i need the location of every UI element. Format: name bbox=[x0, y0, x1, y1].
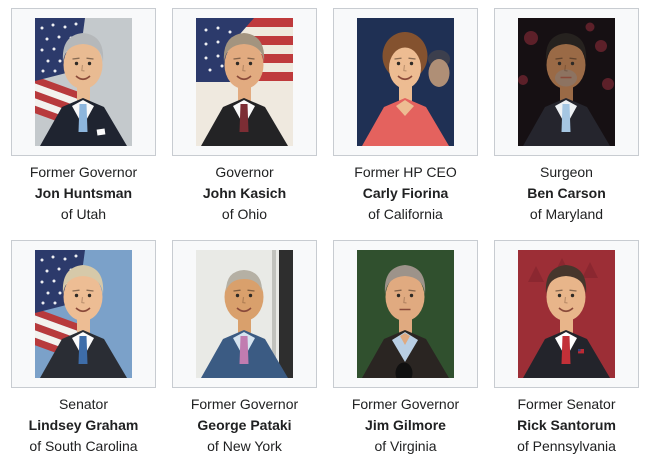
george-pataki-portrait[interactable] bbox=[196, 250, 293, 378]
candidate-state: of Ohio bbox=[221, 206, 268, 222]
candidate-name: Jon Huntsman bbox=[34, 185, 133, 201]
candidate-card-lindsey-graham: Senator Lindsey Graham of South Carolina bbox=[11, 240, 156, 457]
candidate-caption: Former Governor Jim Gilmore of Virginia bbox=[333, 394, 478, 457]
candidate-card-jon-huntsman: Former Governor Jon Huntsman of Utah bbox=[11, 8, 156, 225]
candidate-title: Senator bbox=[58, 396, 109, 412]
candidate-state: of Virginia bbox=[374, 438, 437, 454]
lindsey-graham-portrait[interactable] bbox=[35, 250, 132, 378]
candidate-title: Former Governor bbox=[190, 396, 299, 412]
candidate-name: Jim Gilmore bbox=[365, 417, 446, 433]
candidate-state: of South Carolina bbox=[29, 438, 138, 454]
candidate-name: Carly Fiorina bbox=[362, 185, 449, 201]
candidate-card-george-pataki: Former Governor George Pataki of New York bbox=[172, 240, 317, 457]
candidate-caption: Governor John Kasich of Ohio bbox=[172, 162, 317, 225]
candidate-caption: Former Senator Rick Santorum of Pennsylvan… bbox=[494, 394, 639, 457]
candidate-card-ben-carson: Surgeon Ben Carson of Maryland bbox=[494, 8, 639, 225]
candidate-card-rick-santorum: Former Senator Rick Santorum of Pennsylvan… bbox=[494, 240, 639, 457]
candidate-title: Surgeon bbox=[540, 164, 593, 180]
candidate-state: of Pennsylvania bbox=[517, 438, 616, 454]
photo-frame bbox=[494, 8, 639, 156]
photo-frame bbox=[333, 8, 478, 156]
candidate-title: Former Senator bbox=[517, 396, 616, 412]
candidate-caption: Former Governor George Pataki of New York bbox=[172, 394, 317, 457]
photo-frame bbox=[172, 240, 317, 388]
candidate-title: Former Governor bbox=[29, 164, 138, 180]
candidate-card-carly-fiorina: Former HP CEO Carly Fiorina of California bbox=[333, 8, 478, 225]
john-kasich-portrait[interactable] bbox=[196, 18, 293, 146]
candidate-name: Rick Santorum bbox=[517, 417, 616, 433]
candidate-state: of Maryland bbox=[529, 206, 604, 222]
jon-huntsman-portrait[interactable] bbox=[35, 18, 132, 146]
photo-frame bbox=[172, 8, 317, 156]
candidate-card-john-kasich: Governor John Kasich of Ohio bbox=[172, 8, 317, 225]
rick-santorum-portrait[interactable] bbox=[518, 250, 615, 378]
candidate-name: Ben Carson bbox=[527, 185, 606, 201]
candidate-caption: Former HP CEO Carly Fiorina of California bbox=[333, 162, 478, 225]
photo-frame bbox=[333, 240, 478, 388]
candidate-state: of Utah bbox=[60, 206, 107, 222]
jim-gilmore-portrait[interactable] bbox=[357, 250, 454, 378]
candidate-name: John Kasich bbox=[202, 185, 287, 201]
candidate-name: Lindsey Graham bbox=[28, 417, 139, 433]
carly-fiorina-portrait[interactable] bbox=[357, 18, 454, 146]
candidate-state: of New York bbox=[207, 438, 282, 454]
candidate-title: Former HP CEO bbox=[354, 164, 457, 180]
candidate-card-jim-gilmore: Former Governor Jim Gilmore of Virginia bbox=[333, 240, 478, 457]
photo-frame bbox=[494, 240, 639, 388]
candidate-state: of California bbox=[368, 206, 443, 222]
candidate-caption: Surgeon Ben Carson of Maryland bbox=[494, 162, 639, 225]
candidate-caption: Former Governor Jon Huntsman of Utah bbox=[11, 162, 156, 225]
photo-frame bbox=[11, 8, 156, 156]
candidate-caption: Senator Lindsey Graham of South Carolina bbox=[11, 394, 156, 457]
candidate-name: George Pataki bbox=[197, 417, 292, 433]
candidate-title: Governor bbox=[215, 164, 274, 180]
photo-frame bbox=[11, 240, 156, 388]
candidate-title: Former Governor bbox=[351, 396, 460, 412]
ben-carson-portrait[interactable] bbox=[518, 18, 615, 146]
